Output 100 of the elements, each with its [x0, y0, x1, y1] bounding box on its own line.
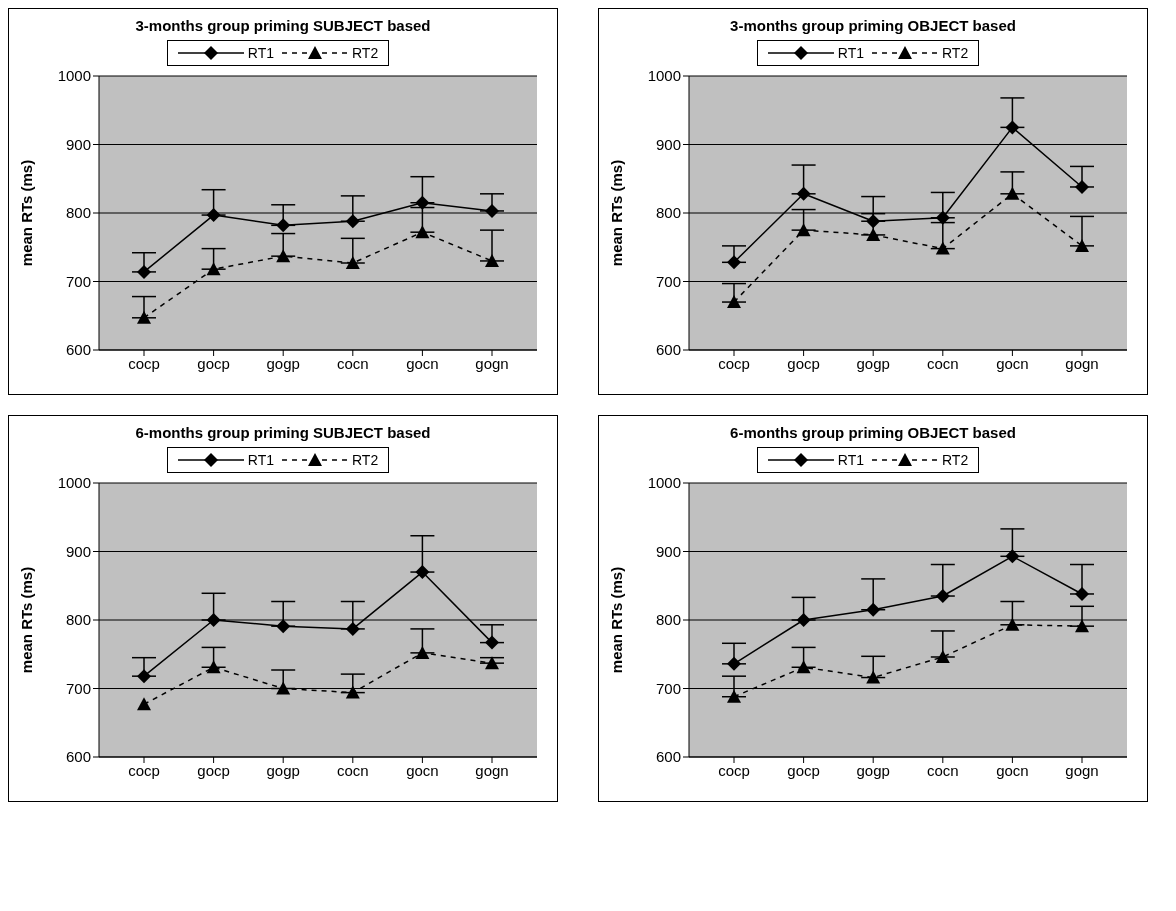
point	[485, 203, 499, 218]
y-tick-label: 600	[655, 748, 681, 766]
point	[727, 656, 741, 671]
x-tick-label: gocn	[406, 354, 439, 372]
point	[206, 262, 221, 276]
x-tick-label: gogn	[1065, 761, 1099, 779]
y-tick-label: 1000	[647, 67, 681, 85]
point	[727, 689, 741, 703]
chart-title: 6-months group priming OBJECT based	[729, 424, 1017, 441]
y-tick-label: 800	[65, 611, 91, 629]
x-tick-label: gocp	[787, 761, 820, 779]
chart-title: 3-months group priming OBJECT based	[729, 17, 1017, 34]
chart-title: 6-months group priming SUBJECT based	[134, 424, 432, 441]
x-tick-label: cocp	[128, 354, 160, 372]
y-tick-label: 1000	[57, 67, 91, 85]
point	[935, 210, 950, 225]
point	[345, 621, 360, 636]
x-tick-label: gogn	[1065, 354, 1099, 372]
x-tick-label: gocn	[406, 761, 439, 779]
point	[137, 669, 151, 684]
y-tick-label: 700	[65, 272, 91, 290]
point	[415, 225, 430, 239]
y-tick-label: 800	[65, 204, 91, 222]
point	[276, 681, 291, 695]
y-tick-label: 900	[655, 542, 681, 560]
point	[276, 619, 291, 634]
point	[1005, 186, 1020, 200]
y-tick-label: 900	[65, 135, 91, 153]
legend-label: RT1	[247, 45, 274, 61]
point	[345, 256, 360, 270]
legend-label: RT1	[837, 45, 864, 61]
y-axis-title: mean RTs (ms)	[18, 566, 36, 674]
x-tick-label: gogp	[856, 761, 890, 779]
y-axis-title: mean RTs (ms)	[608, 566, 626, 674]
x-tick-label: cocn	[926, 354, 959, 372]
point	[935, 589, 950, 604]
point	[415, 195, 430, 210]
x-tick-label: gogn	[475, 761, 509, 779]
chart-title: 3-months group priming SUBJECT based	[134, 17, 432, 34]
point	[866, 227, 881, 241]
x-tick-label: gogp	[266, 761, 300, 779]
point	[415, 645, 430, 659]
y-tick-label: 1000	[57, 474, 91, 492]
x-tick-label: cocp	[718, 354, 750, 372]
point	[485, 253, 499, 267]
point	[935, 241, 950, 255]
point	[1005, 120, 1020, 135]
y-tick-label: 600	[655, 341, 681, 359]
point	[1005, 617, 1020, 631]
point	[1075, 586, 1089, 601]
x-tick-label: cocn	[336, 354, 369, 372]
point	[206, 660, 221, 674]
y-tick-label: 700	[655, 272, 681, 290]
legend-label: RT2	[942, 452, 969, 468]
y-tick-label: 600	[65, 748, 91, 766]
point	[415, 565, 430, 580]
y-axis-title: mean RTs (ms)	[18, 159, 36, 267]
point	[345, 214, 360, 229]
legend-label: RT1	[837, 452, 864, 468]
y-tick-label: 900	[655, 135, 681, 153]
point	[206, 208, 221, 223]
point	[137, 310, 151, 324]
x-tick-label: gogn	[475, 354, 509, 372]
point	[866, 214, 881, 229]
legend-label: RT2	[942, 45, 969, 61]
point	[796, 613, 811, 627]
y-tick-label: 900	[65, 542, 91, 560]
legend-label: RT1	[247, 452, 274, 468]
x-tick-label: gocp	[197, 761, 230, 779]
point	[866, 602, 881, 617]
x-tick-label: cocn	[926, 761, 959, 779]
x-tick-label: gogp	[856, 354, 890, 372]
x-tick-label: gocn	[996, 761, 1029, 779]
x-tick-label: gocp	[787, 354, 820, 372]
point	[796, 223, 811, 237]
legend-label: RT2	[352, 452, 379, 468]
point	[1005, 549, 1020, 564]
point	[485, 656, 499, 670]
legend-label: RT2	[352, 45, 379, 61]
point	[137, 697, 151, 711]
point	[796, 186, 811, 201]
y-tick-label: 700	[655, 679, 681, 697]
x-tick-label: gocn	[996, 354, 1029, 372]
point	[206, 613, 221, 627]
point	[727, 295, 741, 309]
point	[1075, 179, 1089, 194]
point	[276, 249, 291, 263]
point	[276, 218, 291, 233]
x-tick-label: cocp	[128, 761, 160, 779]
point	[796, 660, 811, 674]
x-tick-label: gogp	[266, 354, 300, 372]
point	[1075, 619, 1089, 633]
y-axis-title: mean RTs (ms)	[608, 159, 626, 267]
y-tick-label: 700	[65, 679, 91, 697]
y-tick-label: 800	[655, 204, 681, 222]
y-tick-label: 800	[655, 611, 681, 629]
point	[1075, 238, 1089, 252]
y-tick-label: 600	[65, 341, 91, 359]
point	[485, 635, 499, 650]
x-tick-label: cocn	[336, 761, 369, 779]
